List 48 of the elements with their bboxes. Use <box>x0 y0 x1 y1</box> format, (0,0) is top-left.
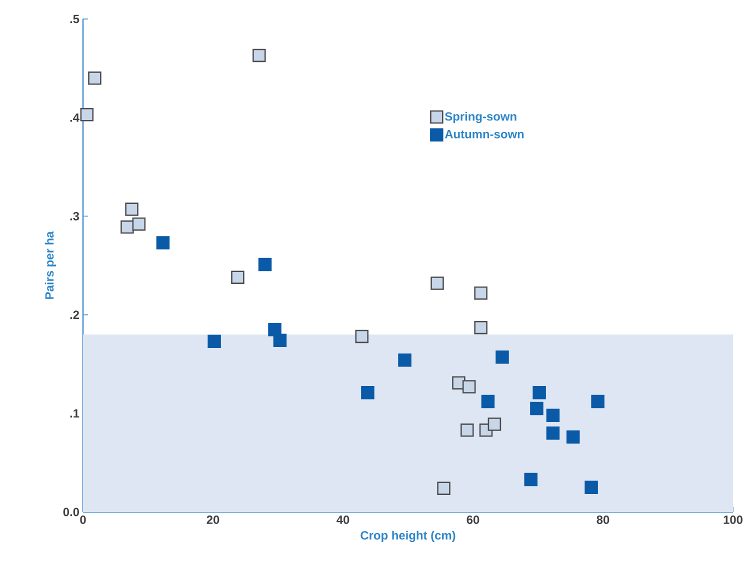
legend-label: Spring-sown <box>444 112 516 124</box>
point <box>566 430 580 444</box>
x-tick-label: 80 <box>596 516 610 524</box>
y-axis-title: Pairs per ha <box>44 231 56 299</box>
point <box>460 424 474 437</box>
point <box>530 402 544 416</box>
point <box>208 334 221 348</box>
point <box>546 408 560 422</box>
point <box>462 380 476 394</box>
point <box>481 394 495 408</box>
point <box>132 217 146 231</box>
point <box>437 482 450 495</box>
x-axis-title: Crop height (cm) <box>360 530 456 542</box>
x-tick-label: 0 <box>80 516 86 524</box>
point <box>591 394 604 408</box>
point <box>252 48 266 62</box>
point <box>355 330 368 344</box>
point <box>273 334 287 348</box>
point <box>88 72 102 85</box>
point <box>125 202 138 216</box>
point <box>546 426 560 440</box>
point <box>474 286 488 300</box>
y-tick-label: .3 <box>70 212 80 220</box>
point <box>80 108 94 122</box>
point <box>258 258 272 272</box>
y-tick-label: 0.0 <box>63 508 79 516</box>
legend-label: Autumn-sown <box>444 130 524 138</box>
point <box>156 236 170 250</box>
point <box>120 220 134 234</box>
point <box>524 472 538 486</box>
point <box>398 354 412 367</box>
y-tick-label: .1 <box>70 409 80 418</box>
point <box>361 386 374 400</box>
x-tick-label: 60 <box>466 516 480 524</box>
x-tick-label: 20 <box>206 516 220 524</box>
point <box>496 350 509 364</box>
point <box>231 270 244 284</box>
y-tick-label: .5 <box>70 14 80 24</box>
point <box>532 386 546 400</box>
x-tick-label: 100 <box>724 516 742 524</box>
point <box>474 320 488 334</box>
point <box>584 480 598 494</box>
point <box>268 322 282 336</box>
y-tick-label: .4 <box>70 113 80 122</box>
x-tick-label: 40 <box>336 516 350 524</box>
y-tick-label: .2 <box>70 310 80 319</box>
point <box>488 418 502 431</box>
point <box>430 276 444 290</box>
